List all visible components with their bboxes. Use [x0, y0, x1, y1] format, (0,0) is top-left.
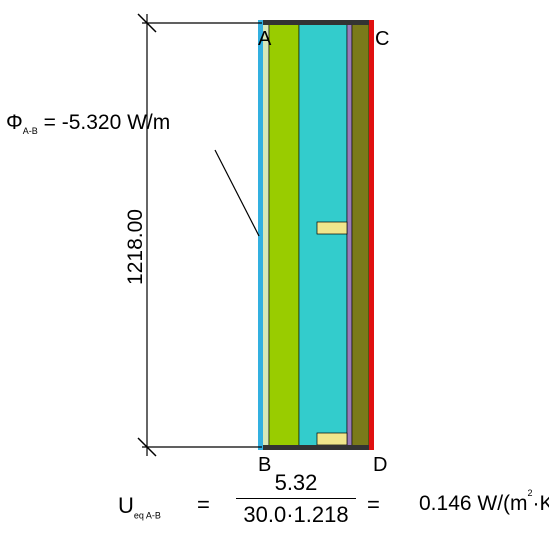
u-subscript: eq A-B — [133, 510, 161, 521]
equals-sign-2: = — [367, 492, 380, 517]
fraction-bar — [236, 498, 356, 499]
insert-upper — [316, 221, 348, 235]
layer-olive — [351, 22, 370, 448]
interior-surface — [258, 20, 263, 450]
result-value: 0.146 W/(m — [419, 492, 528, 515]
point-b-label: B — [258, 454, 272, 476]
u-eq-symbol: Ueq A-B — [118, 493, 161, 520]
exterior-surface — [369, 20, 374, 450]
flux-label: ΦA-B = -5.320 W/m — [6, 111, 170, 136]
equals-sign-1: = — [197, 492, 210, 517]
flux-value: = -5.320 W/m — [43, 111, 171, 134]
layer-interior-thin — [261, 22, 270, 448]
bottom-frame — [259, 445, 373, 450]
fraction-denominator: 30.0·1.218 — [243, 502, 349, 527]
height-dimension-label: 1218.00 — [124, 209, 147, 285]
point-c-label: C — [375, 28, 390, 50]
insert-lower — [316, 432, 348, 446]
dim-bottom-tick — [137, 437, 157, 457]
top-frame — [259, 20, 373, 25]
flux-symbol: Φ — [6, 111, 23, 134]
flux-subscript: A-B — [22, 126, 38, 137]
layer-green — [268, 22, 300, 448]
point-d-label: D — [373, 454, 388, 476]
point-a-label: A — [258, 28, 272, 50]
u-symbol: U — [118, 493, 134, 518]
u-result: 0.146 W/(m2·K) — [419, 488, 549, 516]
flux-leader-line — [214, 149, 260, 237]
layer-cyan — [298, 22, 348, 448]
dim-top-tick — [137, 13, 157, 33]
result-exponent: 2 — [527, 488, 533, 498]
fraction-numerator: 5.32 — [274, 470, 318, 495]
layer-purple — [346, 22, 353, 448]
result-tail: ·K) — [532, 492, 549, 515]
fraction: 5.32 30.0·1.218 — [236, 470, 356, 528]
